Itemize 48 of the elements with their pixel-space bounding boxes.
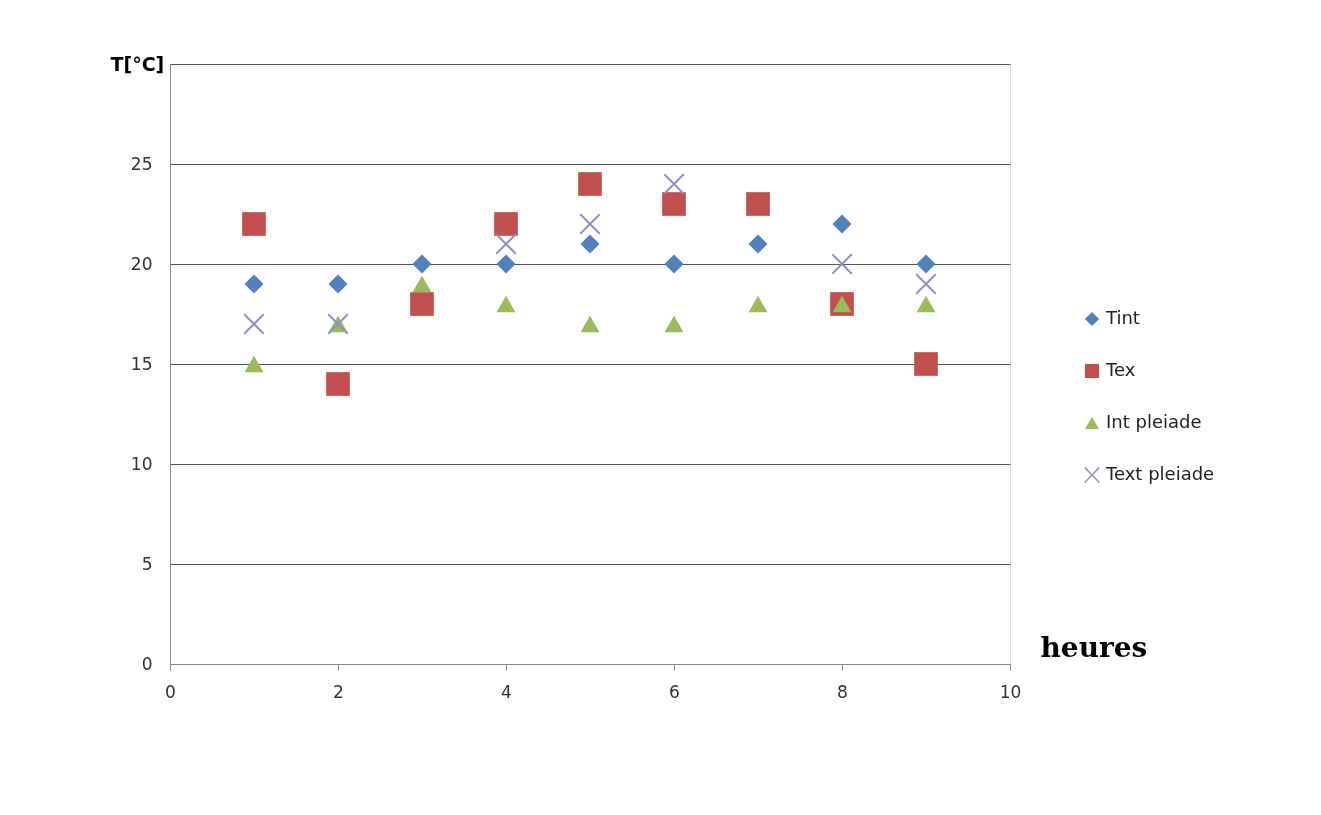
point: [412, 254, 432, 274]
point: [748, 295, 768, 313]
y-tick-label: 20: [130, 253, 153, 274]
point: [746, 192, 770, 216]
point: [328, 274, 348, 294]
point: [496, 295, 516, 313]
legend-label: Int pleiade: [1106, 411, 1202, 432]
legend-label: Text pleiade: [1105, 463, 1215, 484]
point: [916, 254, 936, 274]
point: [578, 172, 602, 196]
point: [242, 212, 266, 236]
x-tick-label: 10: [999, 681, 1022, 702]
point: [495, 233, 517, 255]
x-tick-label: 2: [333, 681, 344, 702]
point: [410, 292, 434, 316]
y-axis-title: T[°C]: [110, 52, 165, 75]
point: [579, 213, 601, 235]
y-tick-label: 0: [141, 653, 153, 674]
point: [663, 173, 685, 195]
point: [326, 372, 350, 396]
y-tick-label: 15: [130, 353, 153, 374]
x-tick-label: 6: [669, 681, 680, 702]
y-tick-label: 10: [130, 453, 153, 474]
point: [664, 254, 684, 274]
point: [832, 214, 852, 234]
point: [664, 315, 684, 333]
point: [496, 254, 516, 274]
point: [494, 212, 518, 236]
point: [831, 253, 853, 275]
point: [243, 313, 265, 335]
point: [748, 234, 768, 254]
point: [914, 352, 938, 376]
legend-label: Tint: [1105, 307, 1140, 328]
point: [244, 274, 264, 294]
x-tick-label: 4: [501, 681, 512, 702]
point: [916, 295, 936, 313]
legend-label: Tex: [1105, 359, 1136, 380]
x-tick-label: 8: [837, 681, 848, 702]
point: [580, 315, 600, 333]
point: [412, 275, 432, 293]
x-axis-title: heures: [1040, 630, 1148, 664]
point: [244, 355, 264, 373]
point: [580, 234, 600, 254]
y-tick-label: 5: [141, 553, 153, 574]
point: [662, 192, 686, 216]
y-tick-label: 25: [130, 153, 153, 174]
point: [915, 273, 937, 295]
x-tick-label: 0: [165, 681, 176, 702]
